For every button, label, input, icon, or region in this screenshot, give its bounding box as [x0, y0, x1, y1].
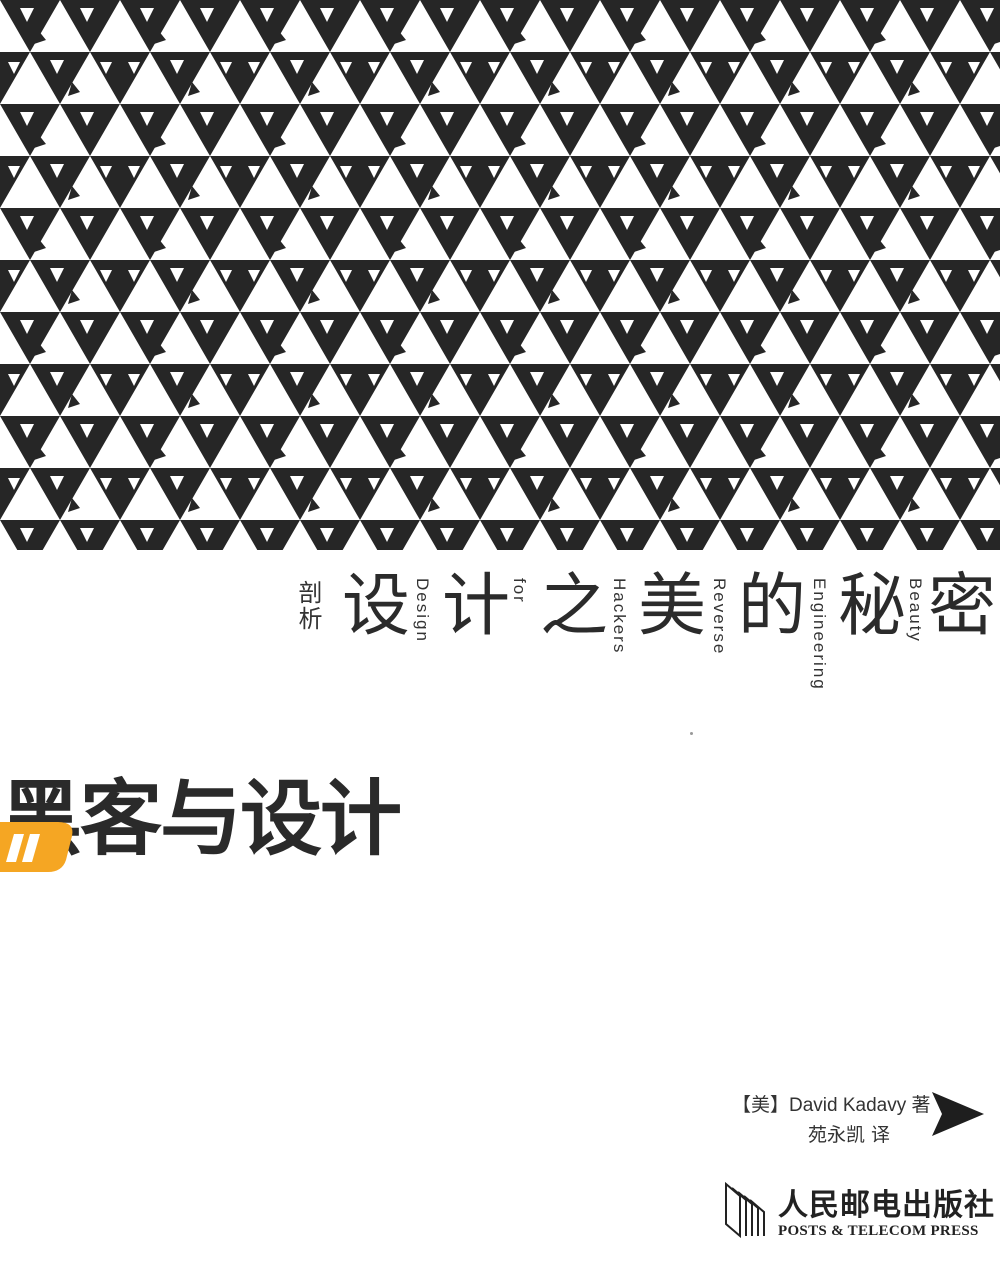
subtitle-english-word: Reverse — [710, 578, 729, 656]
orange-accent-mark — [0, 822, 73, 872]
subtitle-char: 计 — [442, 567, 511, 646]
cover-pattern — [0, 0, 1000, 550]
subtitle-char: 美 — [638, 567, 707, 646]
subtitle-english-word: for — [510, 578, 529, 604]
publisher-logo-icon — [725, 1181, 765, 1239]
subtitle-char: 秘 — [838, 567, 907, 646]
subtitle-char: 之 — [540, 567, 609, 646]
print-speck — [690, 732, 693, 735]
subtitle-english-word: Design — [413, 578, 432, 643]
subtitle-char: 密 — [928, 567, 997, 646]
subtitle-char: 设 — [342, 567, 411, 646]
author-credit: 【美】David Kadavy 著 — [732, 1095, 931, 1116]
translator-credit: 苑永凯 译 — [808, 1124, 891, 1146]
subtitle-english-word: Hackers — [610, 578, 629, 655]
subtitle-char: 的 — [738, 567, 807, 646]
publisher-name-chinese: 人民邮电出版社 — [778, 1188, 995, 1223]
publisher-name-english: POSTS & TELECOM PRESS — [778, 1223, 979, 1239]
subtitle-english-word: Beauty — [906, 578, 925, 643]
subtitle-english-word: Engineering — [810, 578, 829, 691]
play-arrow-icon — [932, 1092, 984, 1136]
subtitle-prefix: 剖析 — [294, 580, 322, 632]
